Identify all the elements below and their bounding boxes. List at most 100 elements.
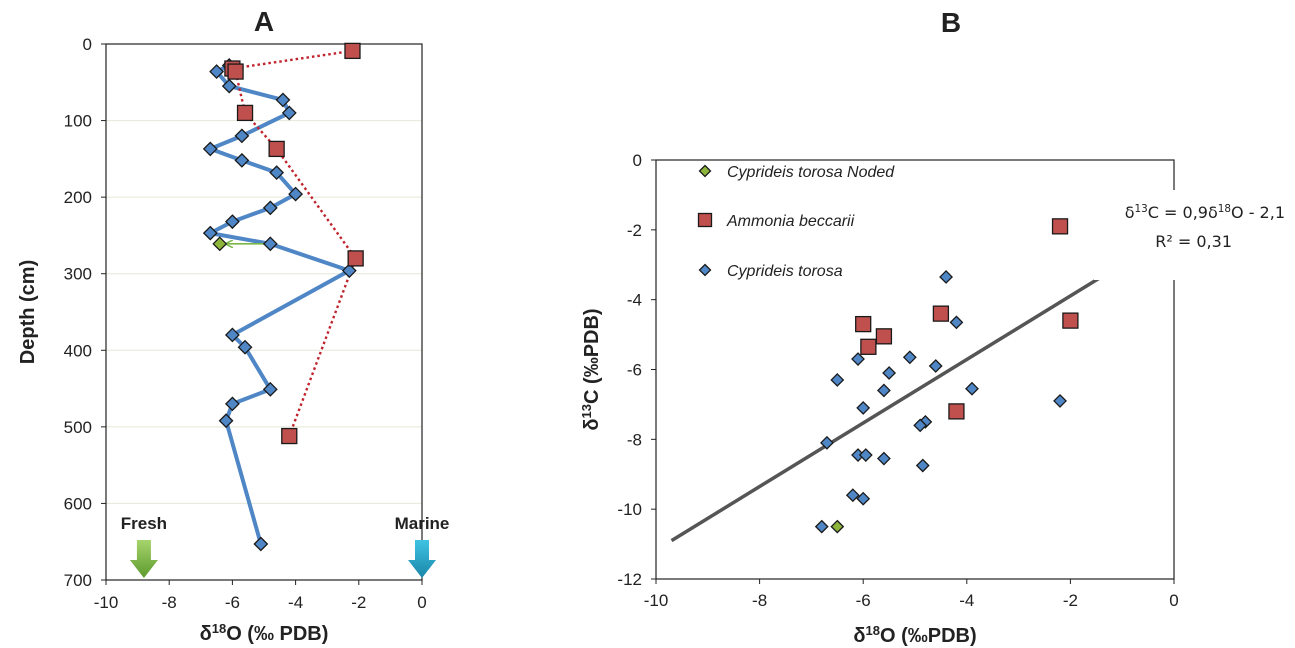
- series-2-point: [856, 491, 871, 506]
- x-tick-label: -6: [856, 591, 871, 610]
- series-1-point: [1051, 218, 1069, 235]
- series-2-point: [212, 236, 228, 252]
- series-1-point: [236, 104, 254, 122]
- x-tick-label: 0: [417, 593, 426, 612]
- series-2-point: [965, 381, 979, 396]
- series-0-point: [288, 186, 304, 202]
- series-1-point: [281, 427, 298, 445]
- y-tick-label: 400: [64, 341, 92, 360]
- x-axis-title: δ18O (‰ PDB): [200, 621, 329, 646]
- series-0-point: [234, 128, 250, 144]
- r-squared-label: R² = 0,31: [1155, 232, 1232, 251]
- y-axis-title: δ13C (‰PDB): [579, 308, 604, 430]
- legend-label: Cyprideis torosa Noded: [727, 164, 895, 181]
- series-2-point: [830, 373, 845, 387]
- series-2-point: [913, 418, 928, 433]
- panel-a-chart: A 0 100 200 300 400 500 600 700-10 -8 -6 -4 -2 0 δ18O …: [17, 6, 449, 645]
- series-0-point: [224, 396, 240, 412]
- series-0-point: [218, 413, 234, 429]
- trendline: [670, 256, 1134, 543]
- marine-arrow-icon: [408, 540, 436, 578]
- series-0-point: [237, 339, 253, 355]
- x-tick-label: -8: [752, 591, 767, 610]
- series-2-point: [814, 519, 829, 534]
- y-tick-label: 200: [64, 188, 92, 207]
- x-tick-label: -10: [644, 591, 669, 610]
- series-2-point: [902, 350, 917, 365]
- y-tick-label: 300: [64, 265, 92, 284]
- x-tick-label: -4: [959, 591, 974, 610]
- series-2-point: [845, 488, 860, 503]
- series-0-point: [275, 92, 291, 108]
- y-tick-label: -12: [617, 570, 642, 589]
- series-1-point: [1062, 312, 1079, 329]
- series-2-point: [949, 315, 964, 330]
- series-2-point: [928, 359, 943, 373]
- y-tick-label: -8: [627, 430, 642, 449]
- series-1-point: [227, 63, 244, 80]
- fresh-arrow-icon: [129, 540, 158, 578]
- series-2-point: [939, 270, 953, 284]
- fresh-label: Fresh: [121, 514, 167, 533]
- x-axis-title: δ18O (‰PDB): [853, 623, 976, 648]
- series-0-point: [262, 236, 278, 252]
- series-2-point: [877, 383, 891, 398]
- series-0-point: [224, 214, 240, 230]
- series-0-point: [209, 64, 225, 79]
- series-1-point: [855, 315, 872, 333]
- x-tick-label: -2: [351, 593, 366, 612]
- trendline-equation: δ13C = 0,9δ18O - 2,1: [1125, 203, 1285, 222]
- y-tick-label: 500: [64, 418, 92, 437]
- series-2-point: [915, 458, 930, 473]
- series-2-point: [858, 448, 873, 462]
- y-tick-label: -6: [627, 361, 642, 380]
- y-tick-label: -10: [617, 500, 642, 519]
- y-tick-label: 0: [633, 151, 642, 170]
- legend-label: Ammonia beccarii: [726, 213, 855, 230]
- series-2-point: [851, 352, 865, 366]
- marine-label: Marine: [395, 514, 450, 533]
- equation-background: [1094, 190, 1284, 280]
- panel-a-label: A: [254, 6, 274, 37]
- series-2-point: [820, 435, 834, 450]
- series-0-point: [341, 263, 357, 279]
- series-1-point: [932, 305, 950, 322]
- x-tick-label: 0: [1169, 591, 1178, 610]
- series-1-point: [347, 250, 364, 267]
- y-tick-label: -2: [627, 221, 642, 240]
- x-tick-label: -6: [225, 593, 240, 612]
- series-0-point: [281, 105, 297, 121]
- x-tick-label: -10: [94, 593, 119, 612]
- x-tick-label: -4: [288, 593, 303, 612]
- series-0-point: [202, 225, 218, 241]
- series-0-point: [221, 78, 237, 94]
- y-tick-label: 700: [64, 571, 92, 590]
- series-1-point: [875, 328, 893, 345]
- series-1-point: [860, 338, 877, 355]
- panel-b-label: B: [941, 7, 961, 38]
- series-2-point: [882, 366, 897, 380]
- series-0-point: [253, 536, 269, 552]
- series-1-point: [268, 140, 285, 158]
- series-0-point: [262, 200, 278, 216]
- legend-marker: [697, 212, 713, 228]
- y-tick-label: -4: [627, 291, 642, 310]
- series-0-point: [262, 381, 278, 397]
- series-2-point: [856, 400, 871, 415]
- series-0-point: [234, 152, 250, 168]
- series-0-line: [208, 63, 352, 545]
- x-tick-label: -2: [1063, 591, 1078, 610]
- series-1-point: [948, 403, 965, 420]
- series-0-point: [830, 519, 845, 534]
- y-tick-label: 100: [64, 112, 92, 131]
- series-0-point: [269, 165, 285, 181]
- legend-marker: [698, 164, 712, 178]
- plot-frame: [105, 43, 423, 581]
- series-2-point: [877, 451, 891, 466]
- y-tick-label: 0: [83, 35, 92, 54]
- series-0-point: [202, 141, 218, 157]
- y-axis-title: Depth (cm): [17, 260, 39, 364]
- series-1-point: [344, 42, 361, 60]
